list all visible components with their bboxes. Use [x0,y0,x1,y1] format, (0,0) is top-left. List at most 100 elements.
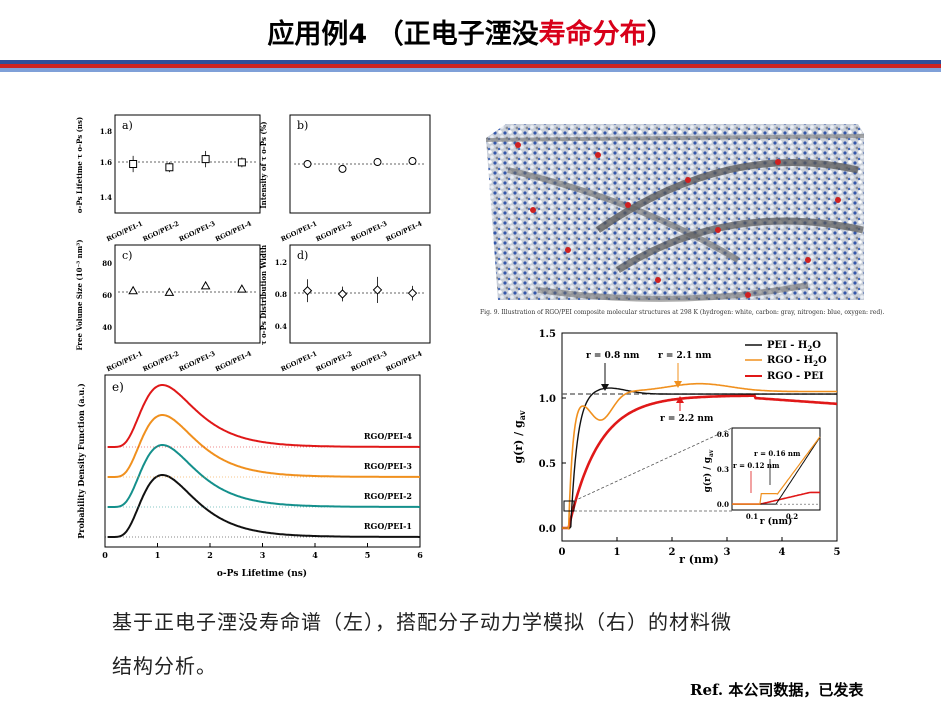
data-point [128,285,138,295]
x-tick-label: 1 [614,547,621,558]
category-label: RGO/PEI-3 [350,219,389,243]
md-fig-caption: Fig. 9. Illustration of RGO/PEI composit… [480,309,884,316]
rdf-ylabel: g(r) / gav [512,410,527,463]
panel-e-xlabel: o-Ps Lifetime (ns) [217,568,307,579]
y-tick-label: 1.4 [100,193,112,202]
data-point [337,289,348,299]
inset-xlabel: r (nm) [760,516,792,527]
panel-d-label: d) [297,249,308,262]
data-point [201,155,210,164]
x-tick-label: 0 [559,547,566,558]
panel-b-label: b) [297,119,308,132]
category-label: RGO/PEI-2 [141,350,180,374]
inset-y-tick: 0.3 [717,465,729,474]
panel-c: c) 40 60 80 Free Volume Size (10⁻³ nm³) [75,239,261,351]
category-label: RGO/PEI-2 [315,220,354,244]
series-label: RGO/PEI-1 [364,521,412,531]
data-point [165,163,174,172]
x-tick-label: 2 [669,547,676,558]
data-point [407,288,418,298]
data-point [338,164,347,173]
y-tick-label: 1.0 [539,394,556,405]
category-label: RGO/PEI-4 [385,219,424,243]
panel-b: b) Intensity of τ o-Ps (%) [259,114,431,214]
rdf-curve [562,382,837,531]
category-label: RGO/PEI-4 [214,349,253,373]
panel-c-ylabel: Free Volume Size (10⁻³ nm³) [75,239,84,350]
x-tick-label: 4 [312,550,318,560]
annot-0-8nm: r = 0.8 nm [586,351,640,361]
annot-2-2nm: r = 2.2 nm [660,414,714,424]
panel-e: e) RGO/PEI-1RGO/PEI-2RGO/PEI-3RGO/PEI-4 … [76,374,423,579]
panel-d-ylabel: τ o-Ps Distribution Width [259,245,268,345]
y-tick-label: 0.5 [539,459,556,470]
x-tick-label: 0 [102,550,108,560]
title-bar-blue [0,60,941,64]
y-tick-label: 1.5 [539,329,556,340]
category-label: RGO/PEI-3 [178,219,217,243]
pdf-curve [107,384,420,448]
slide-caption: 基于正电子湮没寿命谱（左），搭配分子动力学模拟（右）的材料微 结构分析。 [112,600,902,688]
y-tick-label: 0.0 [539,524,556,535]
reference-note: Ref. 本公司数据，已发表 [690,681,864,699]
data-point [372,285,383,295]
panel-c-label: c) [122,249,132,262]
legend-rgo-pei: RGO - PEI [767,371,824,382]
rdf-curve [562,387,837,529]
x-tick-label: 5 [834,547,841,558]
pals-figure: a) 1.4 1.6 1.8 o-Ps Lifetime τ o-Ps (ns) b… [75,114,431,579]
category-label: RGO/PEI-4 [385,349,424,373]
data-point [373,158,382,167]
data-point [237,158,246,167]
inset-x-tick: 0.2 [786,512,798,521]
category-label: RGO/PEI-1 [280,220,319,244]
x-tick-label: 4 [779,547,786,558]
category-label: RGO/PEI-2 [141,220,180,244]
data-point [302,286,313,296]
y-tick-label: 1.8 [100,127,112,136]
series-label: RGO/PEI-3 [364,461,413,471]
x-tick-label: 1 [155,550,161,560]
category-label: RGO/PEI-1 [280,350,319,374]
x-tick-label: 3 [724,547,731,558]
y-tick-label: 1.2 [275,258,287,267]
y-tick-label: 0.4 [275,322,287,331]
title-highlight: 寿命分布 [538,19,647,50]
data-point [237,284,247,293]
title-suffix: ） [646,19,674,50]
y-tick-label: 0.8 [275,290,287,299]
title-prefix: 应用例4 （正电子湮没 [267,19,539,50]
data-point [200,280,211,290]
pdf-curve [107,474,420,538]
panel-b-ylabel: Intensity of τ o-Ps (%) [259,121,268,208]
x-tick-label: 3 [260,550,266,560]
rdf-figure: 0.0 0.5 1.0 1.5 0 1 2 3 4 5 PEI - H2O RGO - H2O R… [512,329,841,566]
inset-x-tick: 0.1 [746,512,758,521]
y-tick-label: 60 [102,291,112,300]
inset-curve [732,436,821,505]
panel-a-label: a) [122,119,133,132]
md-simulation-figure: Fig. 9. Illustration of RGO/PEI composit… [480,124,884,316]
annot-2-1nm: r = 2.1 nm [658,351,712,361]
category-label: RGO/PEI-1 [105,350,144,374]
category-label: RGO/PEI-1 [105,220,144,244]
legend-pei-h2o: PEI - H2O [767,340,821,353]
data-point [129,160,138,168]
series-label: RGO/PEI-4 [364,431,413,441]
md-box [486,124,864,300]
inset-y-tick: 0.0 [717,500,729,509]
series-label: RGO/PEI-2 [364,491,412,501]
caption-line-2: 结构分析。 [112,654,217,678]
panel-a: a) 1.4 1.6 1.8 o-Ps Lifetime τ o-Ps (ns) [75,114,261,214]
rdf-xlabel: r (nm) [679,553,719,566]
data-point [164,287,175,296]
x-tick-label: 5 [365,550,371,560]
y-tick-label: 80 [102,259,112,268]
annot-0-16nm: r = 0.16 nm [754,449,801,458]
legend-rgo-h2o: RGO - H2O [767,355,827,368]
panel-e-ylabel: Probability Density Function (a.u.) [76,383,86,539]
panel-a-ylabel: o-Ps Lifetime τ o-Ps (ns) [75,117,84,213]
category-label: RGO/PEI-2 [315,350,354,374]
y-tick-label: 40 [102,323,112,332]
x-tick-label: 2 [207,550,213,560]
